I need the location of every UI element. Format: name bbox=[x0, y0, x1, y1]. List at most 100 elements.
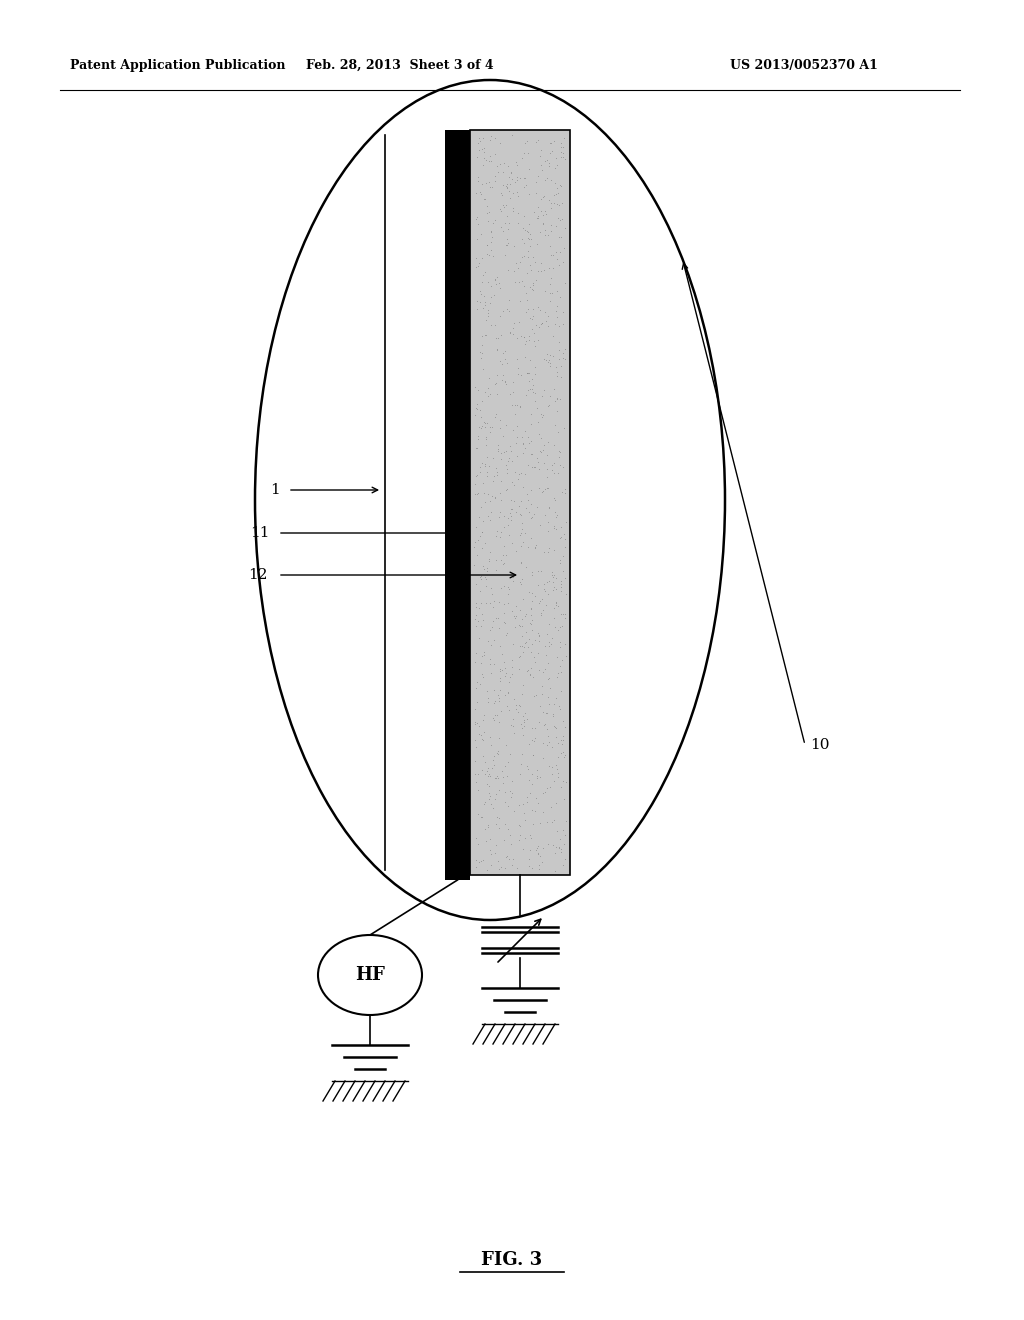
Point bbox=[548, 594, 564, 615]
Point bbox=[530, 843, 547, 865]
Point bbox=[548, 281, 564, 302]
Point bbox=[489, 339, 506, 360]
Point bbox=[483, 793, 500, 814]
Point bbox=[514, 148, 530, 169]
Point bbox=[511, 814, 527, 836]
Point bbox=[529, 129, 546, 150]
Point bbox=[522, 479, 539, 500]
Point bbox=[543, 776, 559, 797]
Point bbox=[547, 861, 563, 882]
Point bbox=[479, 681, 496, 702]
Point bbox=[546, 607, 562, 628]
Point bbox=[473, 139, 489, 160]
Point bbox=[540, 583, 556, 605]
Point bbox=[490, 858, 507, 879]
Point bbox=[482, 635, 499, 656]
Point bbox=[481, 368, 498, 389]
Point bbox=[467, 474, 483, 495]
Point bbox=[483, 150, 500, 172]
Point bbox=[515, 725, 531, 746]
Point bbox=[509, 416, 525, 437]
Point bbox=[484, 708, 501, 729]
Point bbox=[558, 771, 574, 792]
Point bbox=[522, 508, 539, 529]
Point bbox=[493, 857, 509, 878]
Point bbox=[554, 137, 570, 158]
Point bbox=[540, 719, 556, 741]
Point bbox=[483, 583, 500, 605]
Point bbox=[492, 305, 508, 326]
Point bbox=[476, 187, 493, 209]
Point bbox=[519, 660, 536, 681]
Point bbox=[546, 577, 562, 598]
Point bbox=[506, 313, 522, 334]
Point bbox=[496, 553, 512, 574]
Point bbox=[551, 348, 567, 370]
Point bbox=[474, 128, 490, 149]
Point bbox=[538, 203, 554, 224]
Point bbox=[487, 705, 504, 726]
Point bbox=[476, 644, 493, 665]
Point bbox=[514, 228, 530, 249]
Point bbox=[468, 397, 484, 418]
Point bbox=[514, 793, 530, 814]
Point bbox=[532, 189, 549, 210]
Point bbox=[497, 372, 513, 393]
Point bbox=[473, 807, 489, 828]
Point bbox=[512, 503, 528, 524]
Point bbox=[530, 424, 547, 445]
Point bbox=[516, 711, 532, 733]
Point bbox=[482, 840, 499, 861]
Point bbox=[525, 457, 542, 478]
Point bbox=[511, 645, 527, 667]
Point bbox=[542, 355, 558, 376]
Point bbox=[518, 363, 535, 384]
Point bbox=[510, 363, 526, 384]
Point bbox=[542, 345, 558, 366]
Point bbox=[500, 583, 516, 605]
Point bbox=[516, 168, 532, 189]
Point bbox=[488, 273, 505, 294]
Point bbox=[477, 751, 494, 772]
Point bbox=[506, 235, 522, 256]
Point bbox=[489, 327, 506, 348]
Point bbox=[483, 231, 500, 252]
Point bbox=[496, 593, 512, 614]
Point bbox=[544, 198, 560, 219]
Point bbox=[515, 642, 531, 663]
Point bbox=[472, 131, 488, 152]
Point bbox=[545, 834, 561, 855]
Point bbox=[471, 127, 487, 148]
Point bbox=[553, 777, 569, 799]
Point bbox=[485, 447, 502, 469]
Text: HF: HF bbox=[355, 966, 385, 983]
Point bbox=[495, 766, 511, 787]
Point bbox=[541, 537, 557, 558]
Point bbox=[501, 682, 517, 704]
Point bbox=[514, 743, 530, 764]
Point bbox=[548, 726, 564, 747]
Point bbox=[514, 512, 530, 533]
Point bbox=[517, 334, 534, 355]
Point bbox=[469, 228, 485, 249]
Point bbox=[549, 194, 565, 215]
Point bbox=[501, 525, 517, 546]
Point bbox=[553, 570, 569, 591]
Point bbox=[548, 215, 564, 236]
Point bbox=[495, 544, 511, 565]
Point bbox=[471, 715, 487, 737]
Point bbox=[505, 708, 521, 729]
Point bbox=[549, 362, 565, 383]
Point bbox=[529, 412, 546, 433]
Point bbox=[504, 771, 520, 792]
Point bbox=[521, 502, 538, 523]
Point bbox=[473, 603, 489, 624]
Point bbox=[523, 590, 540, 611]
Point bbox=[468, 643, 484, 664]
Point bbox=[524, 457, 541, 478]
Point bbox=[504, 499, 520, 520]
Point bbox=[508, 540, 524, 561]
Point bbox=[520, 240, 537, 261]
Point bbox=[496, 197, 512, 218]
Point bbox=[477, 576, 494, 597]
